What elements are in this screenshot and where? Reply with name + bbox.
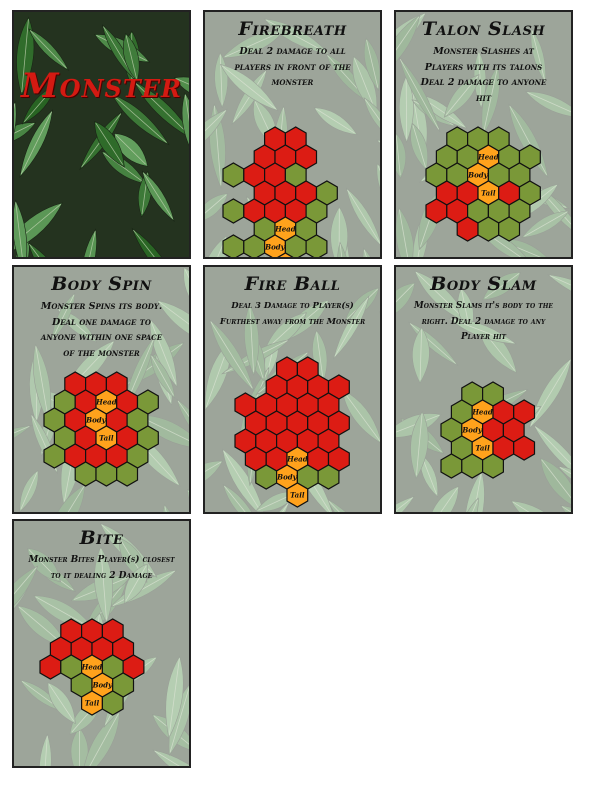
safe-hex: [222, 234, 245, 257]
card-desc: Monster Spins its body. Deal one damage t…: [40, 301, 163, 359]
safe-hex: [95, 461, 118, 487]
card-desc: Monster Bites Player(s) closest to it dea…: [28, 555, 175, 581]
card-title: Body Slam: [430, 273, 537, 295]
safe-hex: [243, 234, 266, 257]
safe-hex: [116, 461, 139, 487]
safe-hex: [481, 453, 505, 479]
card-body-spin[interactable]: Body Spin Monster Spins its body. Deal on…: [12, 265, 191, 514]
danger-hex: [425, 198, 448, 224]
monster-hex: [286, 482, 309, 508]
hex-label: Head: [477, 153, 499, 162]
safe-hex: [498, 216, 521, 242]
leaf-background: [14, 12, 189, 257]
hex-label: Body: [461, 426, 482, 435]
card-desc: Deal 2 damage to all players in front of …: [234, 46, 351, 88]
safe-hex: [440, 453, 463, 479]
card-title: Bite: [79, 527, 124, 549]
hex-grid: Head Body Tail: [440, 381, 536, 479]
hex-label: Head: [286, 455, 308, 464]
cover-card[interactable]: Monster: [12, 10, 191, 259]
card-title: Firebreath: [238, 18, 347, 40]
hex-label: Head: [274, 225, 296, 234]
hex-label: Body: [85, 416, 106, 425]
hex-label: Head: [471, 408, 493, 417]
safe-hex: [222, 198, 245, 224]
hex-grid: Head Body Tail: [425, 126, 541, 242]
card-desc: Deal 3 Damage to Player(s) Furthest away …: [219, 301, 366, 327]
safe-hex: [477, 216, 500, 242]
hex-label: Tail: [481, 189, 496, 198]
safe-hex: [305, 234, 328, 257]
danger-hex: [513, 435, 536, 461]
hex-grid: Head Body Tail: [234, 356, 350, 508]
hex-label: Body: [467, 171, 488, 180]
card-fire-ball[interactable]: Fire Ball Deal 3 Damage to Player(s) Furt…: [203, 265, 382, 514]
card-talon-slash[interactable]: Talon Slash Monster Slashes at Players wi…: [394, 10, 573, 259]
hex-label: Tail: [290, 491, 305, 500]
cover-title: Monster: [21, 66, 182, 106]
safe-hex: [43, 443, 66, 469]
danger-hex: [456, 216, 479, 242]
hex-label: Body: [264, 243, 285, 252]
card-desc: Monster Slams it's body to the right. Dea…: [414, 301, 553, 342]
card-desc: Monster Slashes at Players with its talon…: [420, 46, 547, 104]
monster-hex: [277, 252, 294, 257]
safe-hex: [317, 464, 340, 490]
hex-label: Head: [81, 663, 103, 672]
danger-hex: [39, 654, 62, 680]
card-title: Body Spin: [51, 273, 152, 295]
hex-label: Body: [276, 473, 297, 482]
card-title: Talon Slash: [421, 18, 546, 40]
card-bite[interactable]: Bite Monster Bites Player(s) closest to i…: [12, 519, 191, 768]
hex-label: Tail: [85, 699, 100, 708]
hex-grid: Head Body Tail: [39, 618, 145, 716]
card-body-slam[interactable]: Body Slam Monster Slams it's body to the…: [394, 265, 573, 514]
hex-label: Tail: [99, 434, 114, 443]
card-title: Fire Ball: [244, 273, 341, 295]
hex-label: Head: [95, 398, 117, 407]
safe-hex: [74, 461, 97, 487]
safe-hex: [255, 464, 278, 490]
safe-hex: [461, 453, 484, 479]
card-firebreath[interactable]: Firebreath Deal 2 damage to all players i…: [203, 10, 382, 259]
safe-hex: [222, 162, 245, 188]
hex-grid: Head Body Tail: [43, 371, 159, 487]
hex-label: Body: [92, 681, 113, 690]
safe-hex: [101, 690, 124, 716]
hex-label: Tail: [475, 444, 490, 453]
